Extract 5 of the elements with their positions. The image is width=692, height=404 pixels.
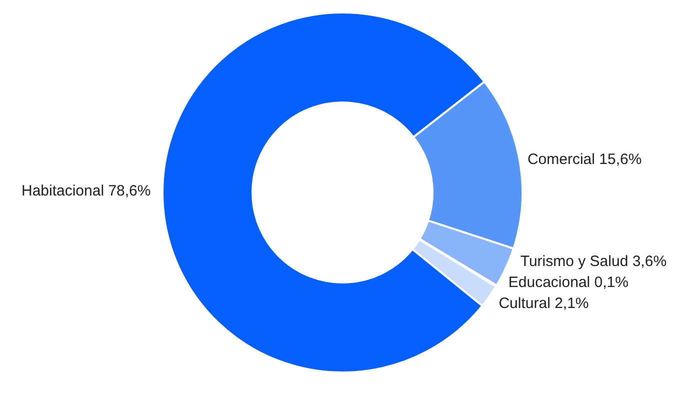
slice-label: Cultural 2,1% (498, 294, 589, 312)
slice-label: Comercial 15,6% (527, 150, 642, 168)
slice-label: Educacional 0,1% (508, 274, 628, 291)
slice-label: Habitacional 78,6% (21, 182, 151, 200)
slice-label: Turismo y Salud 3,6% (520, 252, 667, 270)
